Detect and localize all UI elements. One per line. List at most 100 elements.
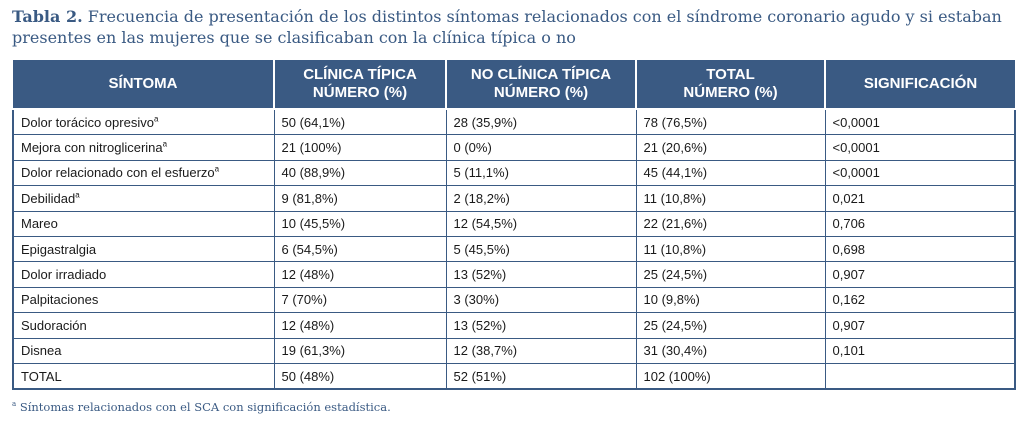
cell-symptom-text: Debilidad xyxy=(21,190,76,206)
cell-total-text: 45 (44,1%) xyxy=(643,165,708,181)
cell-symptom-text: Disnea xyxy=(21,343,62,359)
footnote-mark: a xyxy=(162,139,168,149)
footnote-mark: a xyxy=(75,190,80,200)
cell-significance-text: <0,0001 xyxy=(832,140,880,156)
cell-typical: 9 (81,8%) xyxy=(273,185,447,212)
footnote-mark: a xyxy=(214,165,220,175)
table-row: Mareo 10 (45,5%) 12 (54,5%) 22 (21,6%) 0,706 xyxy=(12,210,1016,237)
header-symptom-label: SÍNTOMA xyxy=(108,75,178,92)
cell-typical-text: 7 (70%) xyxy=(281,292,328,308)
cell-total: 11 (10,8%) xyxy=(635,185,826,212)
cell-symptom-text: Epigastralgia xyxy=(21,241,97,257)
cell-significance-text: <0,0001 xyxy=(832,114,880,130)
cell-atypical: 13 (52%) xyxy=(445,312,637,339)
cell-symptom-text: Dolor torácico opresivo xyxy=(21,114,154,130)
cell-total: 25 (24,5%) xyxy=(635,261,826,288)
header-symptom: SÍNTOMA xyxy=(13,60,275,110)
cell-significance xyxy=(824,362,1016,391)
cell-atypical-text: 3 (30%) xyxy=(453,292,500,308)
table-footnote: a Síntomas relacionados con el SCA con s… xyxy=(12,400,391,414)
cell-atypical-text: 5 (45,5%) xyxy=(453,241,510,257)
header-typical: CLÍNICA TÍPICA NÚMERO (%) xyxy=(273,60,447,110)
cell-symptom-text: Mareo xyxy=(21,216,58,232)
table-row: TOTAL 50 (48%) 52 (51%) 102 (100%) xyxy=(12,362,1016,391)
cell-atypical: 12 (54,5%) xyxy=(445,210,637,237)
table-header: SÍNTOMA CLÍNICA TÍPICA NÚMERO (%) NO CLÍ… xyxy=(13,60,1015,110)
cell-symptom: Mejora con nitroglicerinaa xyxy=(12,134,275,161)
cell-significance: 0,907 xyxy=(824,261,1016,288)
cell-significance-text: <0,0001 xyxy=(832,165,880,181)
cell-symptom: TOTAL xyxy=(12,362,275,391)
cell-symptom: Mareo xyxy=(12,210,275,237)
caption-text: Frecuencia de presentación de los distin… xyxy=(12,7,1002,47)
cell-atypical: 3 (30%) xyxy=(445,286,637,314)
table-row: Debilidada 9 (81,8%) 2 (18,2%) 11 (10,8%) 0,… xyxy=(12,185,1016,212)
cell-typical-text: 19 (61,3%) xyxy=(281,343,346,359)
cell-atypical: 5 (45,5%) xyxy=(445,235,637,263)
cell-significance-text: 0,706 xyxy=(832,216,866,232)
cell-total-text: 25 (24,5%) xyxy=(643,267,708,283)
cell-typical: 6 (54,5%) xyxy=(273,235,447,263)
header-atypical-line1: NO CLÍNICA TÍPICA xyxy=(470,66,612,83)
cell-symptom: Dolor irradiado xyxy=(12,261,275,288)
cell-typical: 40 (88,9%) xyxy=(273,159,447,187)
cell-significance-text: 0,698 xyxy=(832,241,866,257)
cell-significance: 0,706 xyxy=(824,210,1016,237)
cell-symptom-text: Palpitaciones xyxy=(21,292,99,308)
cell-atypical: 0 (0%) xyxy=(445,134,637,161)
cell-typical-text: 50 (48%) xyxy=(281,368,335,384)
cell-atypical-text: 28 (35,9%) xyxy=(453,114,518,130)
cell-typical-text: 12 (48%) xyxy=(281,317,335,333)
cell-atypical-text: 5 (11,1%) xyxy=(453,165,509,181)
cell-total-text: 11 (10,8%) xyxy=(643,241,707,257)
cell-typical: 10 (45,5%) xyxy=(273,210,447,237)
cell-atypical-text: 12 (54,5%) xyxy=(453,216,518,232)
cell-atypical: 5 (11,1%) xyxy=(445,159,637,187)
footnote-mark: a xyxy=(153,114,159,124)
header-total: TOTAL NÚMERO (%) xyxy=(635,60,826,110)
cell-typical: 7 (70%) xyxy=(273,286,447,314)
cell-significance-text: 0,907 xyxy=(832,317,866,333)
cell-significance: <0,0001 xyxy=(824,134,1016,161)
cell-atypical: 12 (38,7%) xyxy=(445,337,637,364)
header-atypical: NO CLÍNICA TÍPICA NÚMERO (%) xyxy=(445,60,637,110)
cell-significance: <0,0001 xyxy=(824,108,1016,136)
footnote-mark: a xyxy=(12,400,17,409)
header-significance: SIGNIFICACIÓN xyxy=(824,60,1015,110)
cell-symptom: Dolor relacionado con el esfuerzoa xyxy=(12,159,275,187)
cell-total-text: 102 (100%) xyxy=(643,368,711,384)
cell-typical: 19 (61,3%) xyxy=(273,337,447,364)
cell-atypical-text: 12 (38,7%) xyxy=(453,343,518,359)
cell-atypical-text: 13 (52%) xyxy=(453,317,507,333)
cell-significance-text: 0,907 xyxy=(832,267,866,283)
cell-total: 11 (10,8%) xyxy=(635,235,826,263)
cell-typical: 12 (48%) xyxy=(273,312,447,339)
cell-symptom-text: Dolor irradiado xyxy=(21,267,107,283)
cell-symptom: Debilidada xyxy=(12,185,275,212)
cell-atypical-text: 0 (0%) xyxy=(453,140,492,156)
cell-symptom-text: TOTAL xyxy=(21,368,62,384)
cell-total: 25 (24,5%) xyxy=(635,312,826,339)
cell-typical: 21 (100%) xyxy=(273,134,447,161)
table-row: Sudoración 12 (48%) 13 (52%) 25 (24,5%) 0,90… xyxy=(12,312,1016,339)
cell-total: 31 (30,4%) xyxy=(635,337,826,364)
cell-significance-text: 0,021 xyxy=(832,190,866,206)
cell-total: 21 (20,6%) xyxy=(635,134,826,161)
cell-atypical: 52 (51%) xyxy=(445,362,637,391)
header-total-line1: TOTAL xyxy=(706,66,755,83)
cell-atypical: 2 (18,2%) xyxy=(445,185,637,212)
cell-symptom-text: Dolor relacionado con el esfuerzo xyxy=(21,165,215,181)
header-total-line2: NÚMERO (%) xyxy=(683,84,778,101)
cell-total-text: 11 (10,8%) xyxy=(643,190,707,206)
cell-symptom: Palpitaciones xyxy=(12,286,275,314)
header-row: SÍNTOMA CLÍNICA TÍPICA NÚMERO (%) NO CLÍ… xyxy=(13,60,1015,110)
cell-typical-text: 10 (45,5%) xyxy=(281,216,346,232)
cell-typical: 12 (48%) xyxy=(273,261,447,288)
cell-typical: 50 (64,1%) xyxy=(273,108,447,136)
cell-atypical: 28 (35,9%) xyxy=(445,108,637,136)
cell-total-text: 21 (20,6%) xyxy=(643,140,708,156)
header-atypical-line2: NÚMERO (%) xyxy=(493,84,589,101)
cell-typical-text: 9 (81,8%) xyxy=(281,190,338,206)
cell-typical-text: 6 (54,5%) xyxy=(281,241,338,257)
cell-typical-text: 12 (48%) xyxy=(281,267,335,283)
